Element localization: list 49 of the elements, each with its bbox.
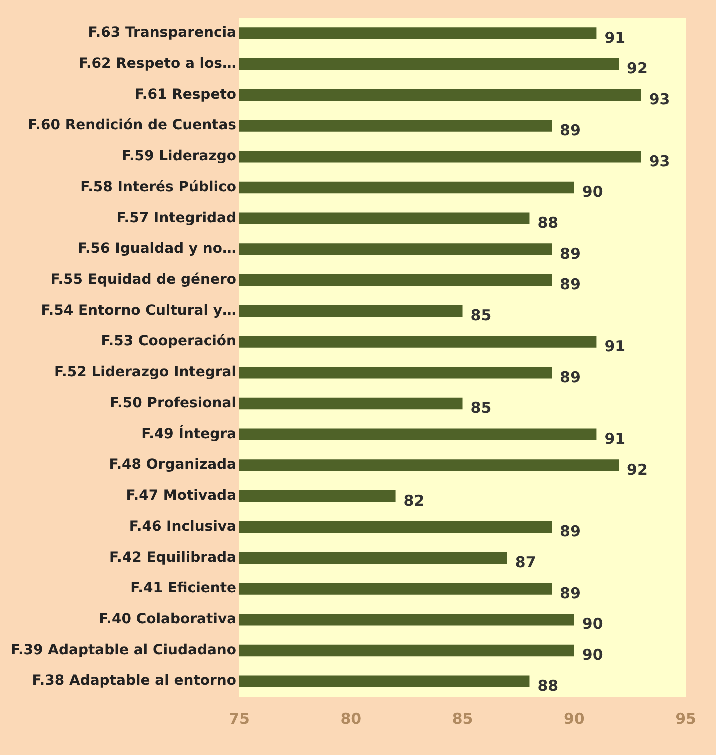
y-tick-label: F.62 Respeto a los… <box>78 56 237 72</box>
x-tick-label: 80 <box>340 710 362 728</box>
data-label: 88 <box>538 214 559 232</box>
y-tick-label: F.48 Organizada <box>109 457 237 474</box>
y-tick-label: F.39 Adaptable al Ciudadano <box>10 642 237 658</box>
y-tick-label: F.59 Liderazgo <box>122 148 237 165</box>
y-tick-label: F.55 Equidad de género <box>50 272 237 288</box>
data-label: 87 <box>515 554 536 572</box>
data-label: 91 <box>604 337 626 356</box>
y-tick-label: F.47 Motivada <box>126 488 237 504</box>
data-label: 93 <box>649 152 670 170</box>
data-label: 91 <box>604 28 626 47</box>
data-label: 88 <box>538 676 559 695</box>
y-tick-label: F.60 Rendición de Cuentas <box>28 118 237 134</box>
data-label: 85 <box>470 399 492 418</box>
y-tick-label: F.56 Igualdad y no… <box>78 241 237 258</box>
data-label: 82 <box>404 492 425 510</box>
x-tick-label: 75 <box>229 710 250 728</box>
y-tick-label: F.57 Integridad <box>116 210 237 226</box>
y-tick-label: F.63 Transparencia <box>88 25 237 42</box>
data-label: 92 <box>627 460 648 479</box>
x-tick-label: 95 <box>676 710 696 728</box>
y-tick-label: F.46 Inclusiva <box>129 518 237 535</box>
y-tick-label: F.61 Respeto <box>134 86 237 103</box>
data-label: 90 <box>582 183 604 202</box>
y-tick-label: F.49 Íntegra <box>142 425 237 442</box>
data-label: 90 <box>582 646 604 664</box>
data-label: 90 <box>582 615 604 634</box>
data-label: 92 <box>627 60 648 78</box>
data-label: 89 <box>560 121 581 140</box>
y-tick-label: F.38 Adaptable al entorno <box>32 673 237 690</box>
y-tick-label: F.53 Cooperación <box>101 334 237 350</box>
data-label: 93 <box>649 90 670 109</box>
data-label: 89 <box>560 522 581 541</box>
y-tick-label: F.41 Eficiente <box>130 580 237 597</box>
data-label: 89 <box>560 368 581 386</box>
data-label: 89 <box>560 276 581 294</box>
data-label: 89 <box>560 244 581 263</box>
y-tick-label: F.42 Equilibrada <box>110 550 237 566</box>
y-tick-label: F.40 Colaborativa <box>99 611 237 628</box>
y-tick-label: F.52 Liderazgo Integral <box>54 364 237 381</box>
data-label: 85 <box>470 306 492 325</box>
x-tick-label: 85 <box>452 710 474 728</box>
data-label: 89 <box>560 584 581 602</box>
y-tick-label: F.50 Profesional <box>110 395 237 412</box>
x-tick-label: 90 <box>564 710 585 728</box>
y-tick-label: F.58 Interés Público <box>80 179 237 196</box>
y-tick-label: F.54 Entorno Cultural y… <box>41 302 237 319</box>
data-label: 91 <box>604 430 626 448</box>
